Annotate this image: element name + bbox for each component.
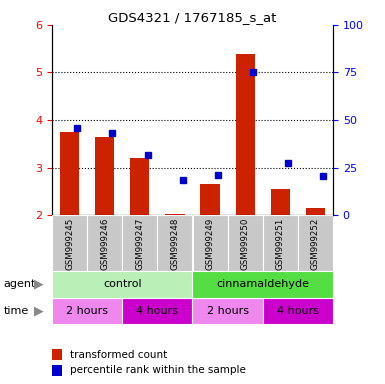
Bar <box>130 158 149 215</box>
Text: 2 hours: 2 hours <box>66 306 108 316</box>
Bar <box>87 215 122 271</box>
Text: cinnamaldehyde: cinnamaldehyde <box>216 279 309 289</box>
Text: GSM999247: GSM999247 <box>135 217 144 270</box>
Bar <box>122 298 192 324</box>
Bar <box>52 298 122 324</box>
Bar <box>228 215 263 271</box>
Bar <box>157 215 192 271</box>
Text: transformed count: transformed count <box>70 349 167 359</box>
Text: GSM999250: GSM999250 <box>241 217 250 270</box>
Bar <box>122 215 157 271</box>
Bar <box>263 215 298 271</box>
Bar <box>192 298 263 324</box>
Bar <box>306 208 325 215</box>
Bar <box>165 214 184 215</box>
Text: GSM999248: GSM999248 <box>171 217 179 270</box>
Bar <box>52 365 62 376</box>
Bar <box>60 132 79 215</box>
Text: 4 hours: 4 hours <box>136 306 178 316</box>
Bar <box>236 55 255 215</box>
Text: percentile rank within the sample: percentile rank within the sample <box>70 366 246 376</box>
Text: 4 hours: 4 hours <box>277 306 319 316</box>
Text: GSM999246: GSM999246 <box>100 217 109 270</box>
Text: GSM999249: GSM999249 <box>206 217 214 270</box>
Bar <box>192 271 333 298</box>
Bar <box>298 215 333 271</box>
Text: GSM999251: GSM999251 <box>276 217 285 270</box>
Text: ▶: ▶ <box>34 278 43 291</box>
Bar <box>52 271 192 298</box>
Text: 2 hours: 2 hours <box>207 306 249 316</box>
Bar <box>271 189 290 215</box>
Text: control: control <box>103 279 142 289</box>
Text: time: time <box>4 306 29 316</box>
Bar <box>192 215 228 271</box>
Bar <box>52 215 87 271</box>
Bar <box>201 184 220 215</box>
Text: ▶: ▶ <box>34 305 43 318</box>
Bar <box>263 298 333 324</box>
Text: GSM999245: GSM999245 <box>65 217 74 270</box>
Title: GDS4321 / 1767185_s_at: GDS4321 / 1767185_s_at <box>108 11 277 24</box>
Bar <box>52 349 62 360</box>
Text: agent: agent <box>4 279 36 289</box>
Bar <box>95 137 114 215</box>
Text: GSM999252: GSM999252 <box>311 217 320 270</box>
